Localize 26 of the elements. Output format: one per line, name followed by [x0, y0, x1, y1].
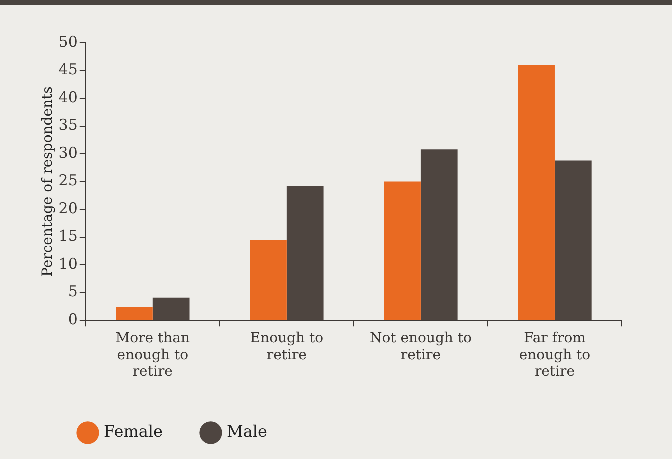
legend-label: Female: [104, 422, 163, 442]
y-tick-label: 50: [58, 32, 78, 51]
y-tick-label: 30: [58, 144, 78, 162]
y-tick-label: 10: [58, 254, 78, 273]
y-tick-label: 15: [58, 227, 78, 246]
y-tick-label: 0: [68, 310, 78, 328]
y-tick-label: 5: [68, 282, 78, 301]
y-tick-label: 20: [58, 199, 78, 218]
bar: [554, 160, 592, 320]
bar: [116, 307, 153, 320]
x-tick-label: Enough to retire: [250, 330, 324, 364]
x-tick-label: More than enough to retire: [116, 330, 190, 380]
legend-label: Male: [226, 422, 268, 442]
bar: [518, 65, 555, 320]
bar: [286, 186, 324, 320]
bar: [420, 150, 458, 320]
bar: [384, 182, 421, 320]
bar: [250, 240, 287, 320]
y-tick-label: 35: [58, 116, 78, 134]
y-tick-label: 40: [58, 88, 78, 106]
y-tick-label: 25: [58, 172, 78, 190]
y-tick-label: 45: [58, 60, 78, 79]
y-axis-title: Percentage of respondents: [40, 86, 56, 277]
bar: [152, 298, 190, 320]
x-tick-label: Far from enough to retire: [519, 330, 591, 380]
x-tick-label: Not enough to retire: [370, 330, 472, 364]
